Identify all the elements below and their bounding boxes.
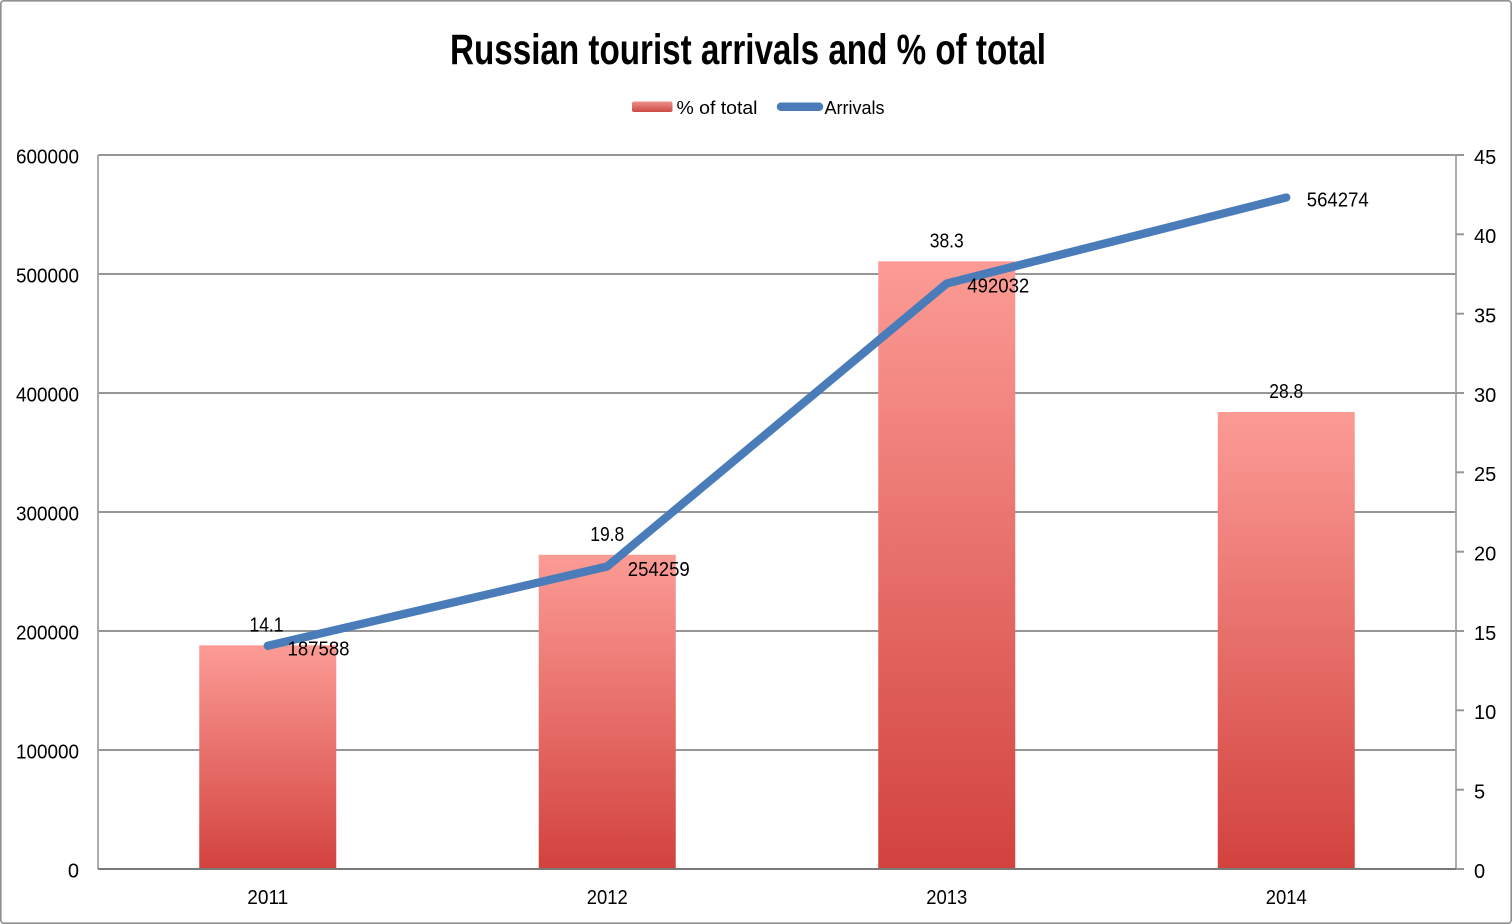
svg-text:400000: 400000 [16, 385, 79, 407]
svg-text:30: 30 [1474, 385, 1496, 407]
svg-text:35: 35 [1474, 306, 1496, 328]
svg-text:2013: 2013 [926, 887, 967, 909]
svg-text:14.1: 14.1 [250, 615, 284, 637]
svg-text:2014: 2014 [1266, 887, 1307, 909]
svg-text:2011: 2011 [247, 887, 288, 909]
svg-text:5: 5 [1474, 782, 1485, 804]
svg-text:10: 10 [1474, 702, 1496, 724]
svg-text:500000: 500000 [16, 266, 79, 288]
svg-text:2012: 2012 [587, 887, 628, 909]
svg-text:0: 0 [68, 861, 79, 883]
svg-text:0: 0 [1474, 861, 1485, 883]
svg-text:254259: 254259 [628, 559, 690, 581]
svg-text:25: 25 [1474, 464, 1496, 486]
svg-text:Russian tourist arrivals and %: Russian tourist arrivals and % of total [450, 26, 1046, 74]
svg-text:40: 40 [1474, 226, 1496, 248]
svg-text:45: 45 [1474, 147, 1496, 169]
svg-text:28.8: 28.8 [1269, 381, 1303, 403]
svg-text:600000: 600000 [16, 147, 79, 169]
svg-text:200000: 200000 [16, 623, 79, 645]
svg-text:38.3: 38.3 [930, 231, 964, 253]
svg-text:564274: 564274 [1307, 189, 1369, 211]
svg-text:100000: 100000 [16, 742, 79, 764]
svg-text:15: 15 [1474, 623, 1496, 645]
svg-text:20: 20 [1474, 544, 1496, 566]
svg-text:492032: 492032 [967, 275, 1029, 297]
svg-text:187588: 187588 [288, 639, 350, 661]
svg-text:Arrivals: Arrivals [825, 98, 885, 118]
svg-text:300000: 300000 [16, 504, 79, 526]
svg-text:% of total: % of total [677, 98, 758, 118]
svg-text:19.8: 19.8 [590, 524, 624, 546]
